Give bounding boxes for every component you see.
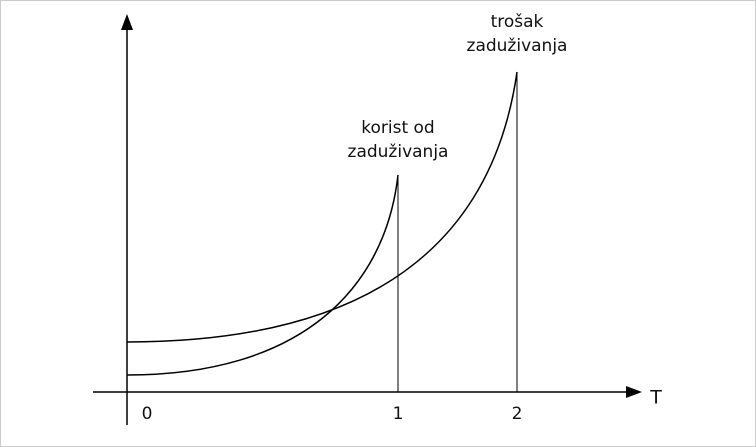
cost-curve [126,71,518,343]
curve-label: trošak [491,12,544,32]
curve-label: zaduživanja [467,36,568,56]
tick-label: 1 [393,404,404,424]
benefit-curve [126,174,399,376]
x-axis-label: T [649,387,662,409]
tick-label: 2 [512,404,523,424]
y-arrow [121,14,133,30]
curve-label: zaduživanja [348,142,449,162]
curve-label: korist od [361,118,434,138]
tick-label: 0 [142,404,153,424]
x-arrow [626,386,642,398]
